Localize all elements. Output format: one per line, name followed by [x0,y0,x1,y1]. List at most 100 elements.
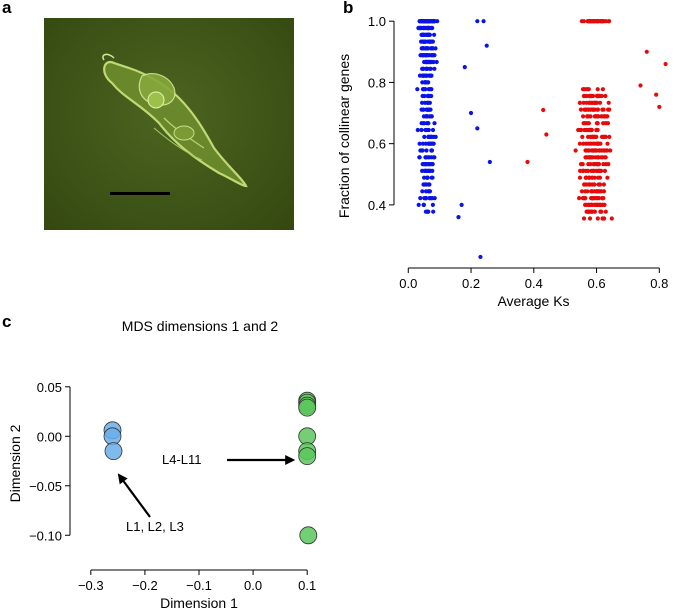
data-point [418,196,423,201]
x-axis-label: Dimension 1 [160,595,238,611]
data-point [584,209,589,214]
data-point [419,121,424,126]
data-point [586,182,591,187]
data-point [597,148,602,153]
data-point [420,168,425,173]
data-point [426,189,431,194]
data-point [604,19,609,24]
data-point [583,202,588,207]
micrograph-drawing [102,53,248,195]
data-point [595,121,600,126]
data-point [429,148,434,153]
x-tick-label: 0.6 [588,276,606,291]
data-point [417,19,422,24]
data-point [421,32,426,37]
x-tick-label: −0.1 [186,578,212,593]
data-point [587,216,593,221]
data-point [418,148,423,153]
data-point [421,25,426,31]
data-point [423,168,428,173]
data-point [428,134,434,139]
x-tick-label: 0.0 [244,578,262,593]
data-point [430,25,435,31]
data-point [596,114,601,119]
data-point [426,162,431,167]
data-point [430,46,435,51]
data-point [601,216,606,221]
data-point [421,39,426,44]
data-point [582,93,587,99]
data-point [585,19,590,24]
data-point [585,87,591,92]
data-point [595,216,600,221]
data-point [577,100,582,105]
data-point [600,87,605,92]
data-point [579,189,584,194]
data-point [421,73,426,78]
data-point [298,398,317,417]
data-point [587,155,592,160]
data-point [581,121,586,126]
data-point [577,196,582,201]
y-axis-label: Fraction of collinear genes [336,54,352,218]
data-point [420,66,425,71]
data-point [593,155,598,160]
data-point [592,162,597,167]
data-point [585,189,590,194]
data-point [581,114,586,119]
data-point [596,175,601,180]
data-point [586,121,591,126]
data-point [595,87,600,92]
data-point [582,87,587,92]
x-tick-label: −0.2 [132,578,158,593]
data-point [603,209,608,214]
data-point [422,134,427,139]
data-point [592,100,597,105]
data-point [577,175,583,180]
data-point [427,182,432,187]
data-point [429,162,434,167]
data-point [425,100,430,105]
data-point [585,114,590,119]
mds-scatter: MDS dimensions 1 and 20.050.00−0.05−0.10… [7,318,318,611]
data-point [430,175,435,180]
data-point [417,141,422,146]
y-tick-label: 1.0 [368,14,386,29]
data-point [430,202,435,207]
data-point [590,202,595,207]
series-blue [415,19,492,260]
data-point [422,59,427,65]
data-point [430,168,435,173]
data-point [298,447,317,466]
data-point [419,127,424,133]
data-point [609,216,614,221]
data-point [588,19,594,24]
x-tick-label: 0.2 [462,276,480,291]
data-point [478,254,483,260]
data-point [423,46,428,51]
data-point [582,107,587,112]
x-tick-label: 0.1 [298,578,316,593]
data-point [599,209,604,214]
data-point [600,107,605,112]
data-point [429,87,434,92]
data-point [424,209,430,214]
data-point [604,121,609,126]
y-tick-label: 0.8 [368,75,386,90]
data-point [484,43,489,48]
data-point [430,127,436,133]
data-point [578,162,584,167]
data-point [424,66,429,71]
data-point [581,141,586,146]
data-point [581,216,587,221]
data-point [663,61,668,67]
data-point [430,19,435,24]
data-point [592,141,597,146]
data-point [638,83,643,88]
data-point [589,127,594,133]
data-point [583,155,589,160]
data-point [423,155,428,160]
data-point [299,526,318,545]
series-red [525,19,668,221]
data-point [578,107,583,112]
